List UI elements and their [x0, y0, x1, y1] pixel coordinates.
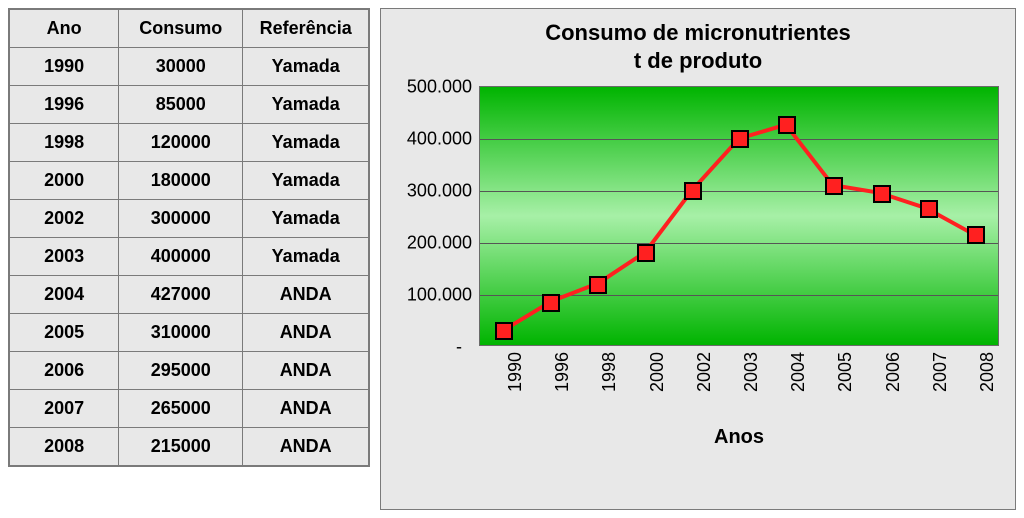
data-marker	[873, 185, 891, 203]
column-header: Ano	[10, 10, 119, 48]
data-marker	[589, 276, 607, 294]
table-cell: Yamada	[243, 238, 369, 276]
table-row: 2006295000ANDA	[10, 352, 369, 390]
table-row: 199030000Yamada	[10, 48, 369, 86]
table-cell: 265000	[119, 390, 243, 428]
x-tick-label: 1998	[599, 352, 620, 392]
table-cell: 2004	[10, 276, 119, 314]
chart-title-line2: t de produto	[634, 48, 762, 73]
table-cell: 2006	[10, 352, 119, 390]
table-cell: ANDA	[243, 314, 369, 352]
table-cell: 2005	[10, 314, 119, 352]
x-tick-label: 1996	[552, 352, 573, 392]
data-marker	[495, 322, 513, 340]
chart-panel: Consumo de micronutrientes t de produto …	[380, 8, 1016, 510]
table-cell: 2008	[10, 428, 119, 466]
table-cell: 2002	[10, 200, 119, 238]
table-cell: ANDA	[243, 276, 369, 314]
table-cell: Yamada	[243, 162, 369, 200]
table-row: 2007265000ANDA	[10, 390, 369, 428]
data-marker	[778, 116, 796, 134]
x-tick-label: 2007	[930, 352, 951, 392]
table-cell: 85000	[119, 86, 243, 124]
table-cell: 310000	[119, 314, 243, 352]
y-tick-label: 500.000	[407, 77, 480, 98]
x-axis-title: Anos	[479, 426, 999, 449]
table-cell: 295000	[119, 352, 243, 390]
table-cell: 1996	[10, 86, 119, 124]
y-tick-label: 400.000	[407, 129, 480, 150]
x-tick-label: 2004	[788, 352, 809, 392]
column-header: Consumo	[119, 10, 243, 48]
x-tick-label: 2002	[694, 352, 715, 392]
grid-line	[480, 191, 998, 192]
table-cell: ANDA	[243, 428, 369, 466]
table-cell: 2007	[10, 390, 119, 428]
chart-title-line1: Consumo de micronutrientes	[545, 20, 851, 45]
table-row: 2000180000Yamada	[10, 162, 369, 200]
table-cell: 120000	[119, 124, 243, 162]
x-tick-label: 2008	[977, 352, 998, 392]
data-marker	[920, 200, 938, 218]
data-marker	[825, 177, 843, 195]
table-cell: ANDA	[243, 352, 369, 390]
x-axis-labels: 1990 1996 1998 2000 2002 2003 2004 2005 2006 2007…	[479, 352, 999, 422]
data-table: AnoConsumoReferência 199030000Yamada1996…	[8, 8, 370, 467]
table-cell: Yamada	[243, 48, 369, 86]
table-row: 2005310000ANDA	[10, 314, 369, 352]
y-tick-label: 200.000	[407, 233, 480, 254]
table-row: 2003400000Yamada	[10, 238, 369, 276]
table-cell: 2003	[10, 238, 119, 276]
table-cell: 215000	[119, 428, 243, 466]
x-tick-label: 2000	[647, 352, 668, 392]
x-tick-label: 2003	[741, 352, 762, 392]
table-cell: ANDA	[243, 390, 369, 428]
x-tick-label: 2006	[883, 352, 904, 392]
data-marker	[684, 182, 702, 200]
table-cell: 180000	[119, 162, 243, 200]
chart-title: Consumo de micronutrientes t de produto	[395, 19, 1001, 74]
x-tick-label: 1990	[505, 352, 526, 392]
plot-area: -100.000200.000300.000400.000500.000	[479, 86, 999, 346]
table-cell: Yamada	[243, 200, 369, 238]
table-cell: 1990	[10, 48, 119, 86]
data-marker	[542, 294, 560, 312]
table-cell: 300000	[119, 200, 243, 238]
table-cell: 1998	[10, 124, 119, 162]
table-cell: 2000	[10, 162, 119, 200]
table-row: 2008215000ANDA	[10, 428, 369, 466]
table-cell: 427000	[119, 276, 243, 314]
y-tick-label: 100.000	[407, 285, 480, 306]
table-cell: Yamada	[243, 124, 369, 162]
data-marker	[637, 244, 655, 262]
table-row: 1998120000Yamada	[10, 124, 369, 162]
table-cell: 30000	[119, 48, 243, 86]
table-row: 2004427000ANDA	[10, 276, 369, 314]
grid-line	[480, 243, 998, 244]
column-header: Referência	[243, 10, 369, 48]
data-marker	[731, 130, 749, 148]
y-tick-label: -	[456, 337, 480, 358]
table-cell: 400000	[119, 238, 243, 276]
data-marker	[967, 226, 985, 244]
table-cell: Yamada	[243, 86, 369, 124]
table-row: 2002300000Yamada	[10, 200, 369, 238]
table-row: 199685000Yamada	[10, 86, 369, 124]
x-tick-label: 2005	[835, 352, 856, 392]
y-tick-label: 300.000	[407, 181, 480, 202]
